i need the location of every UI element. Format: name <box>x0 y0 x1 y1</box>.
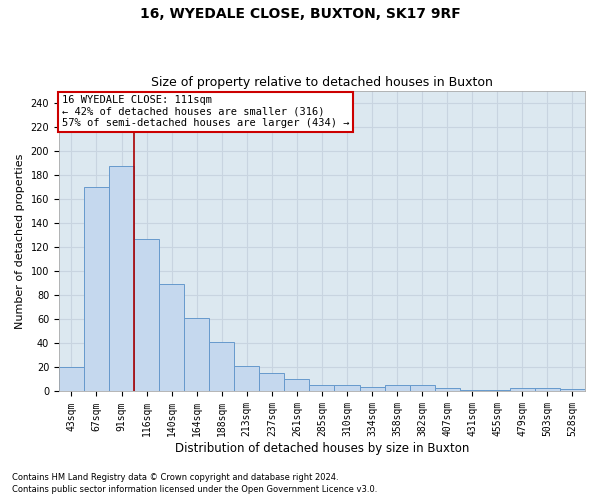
Bar <box>535 388 560 392</box>
Bar <box>109 166 134 392</box>
Bar <box>485 390 510 392</box>
Bar <box>434 388 460 392</box>
Bar <box>259 374 284 392</box>
Bar <box>460 390 485 392</box>
Bar <box>84 187 109 392</box>
Title: Size of property relative to detached houses in Buxton: Size of property relative to detached ho… <box>151 76 493 90</box>
Text: 16 WYEDALE CLOSE: 111sqm
← 42% of detached houses are smaller (316)
57% of semi-: 16 WYEDALE CLOSE: 111sqm ← 42% of detach… <box>62 95 349 128</box>
Bar <box>410 386 434 392</box>
Bar <box>284 380 310 392</box>
X-axis label: Distribution of detached houses by size in Buxton: Distribution of detached houses by size … <box>175 442 469 455</box>
Y-axis label: Number of detached properties: Number of detached properties <box>15 154 25 329</box>
Bar <box>209 342 234 392</box>
Bar <box>134 238 159 392</box>
Bar <box>234 366 259 392</box>
Text: 16, WYEDALE CLOSE, BUXTON, SK17 9RF: 16, WYEDALE CLOSE, BUXTON, SK17 9RF <box>140 8 460 22</box>
Bar <box>334 386 359 392</box>
Text: Contains public sector information licensed under the Open Government Licence v3: Contains public sector information licen… <box>12 485 377 494</box>
Bar <box>510 388 535 392</box>
Bar <box>385 386 410 392</box>
Bar <box>310 386 334 392</box>
Bar <box>560 389 585 392</box>
Text: Contains HM Land Registry data © Crown copyright and database right 2024.: Contains HM Land Registry data © Crown c… <box>12 474 338 482</box>
Bar <box>359 386 385 392</box>
Bar <box>159 284 184 392</box>
Bar <box>59 368 84 392</box>
Bar <box>184 318 209 392</box>
